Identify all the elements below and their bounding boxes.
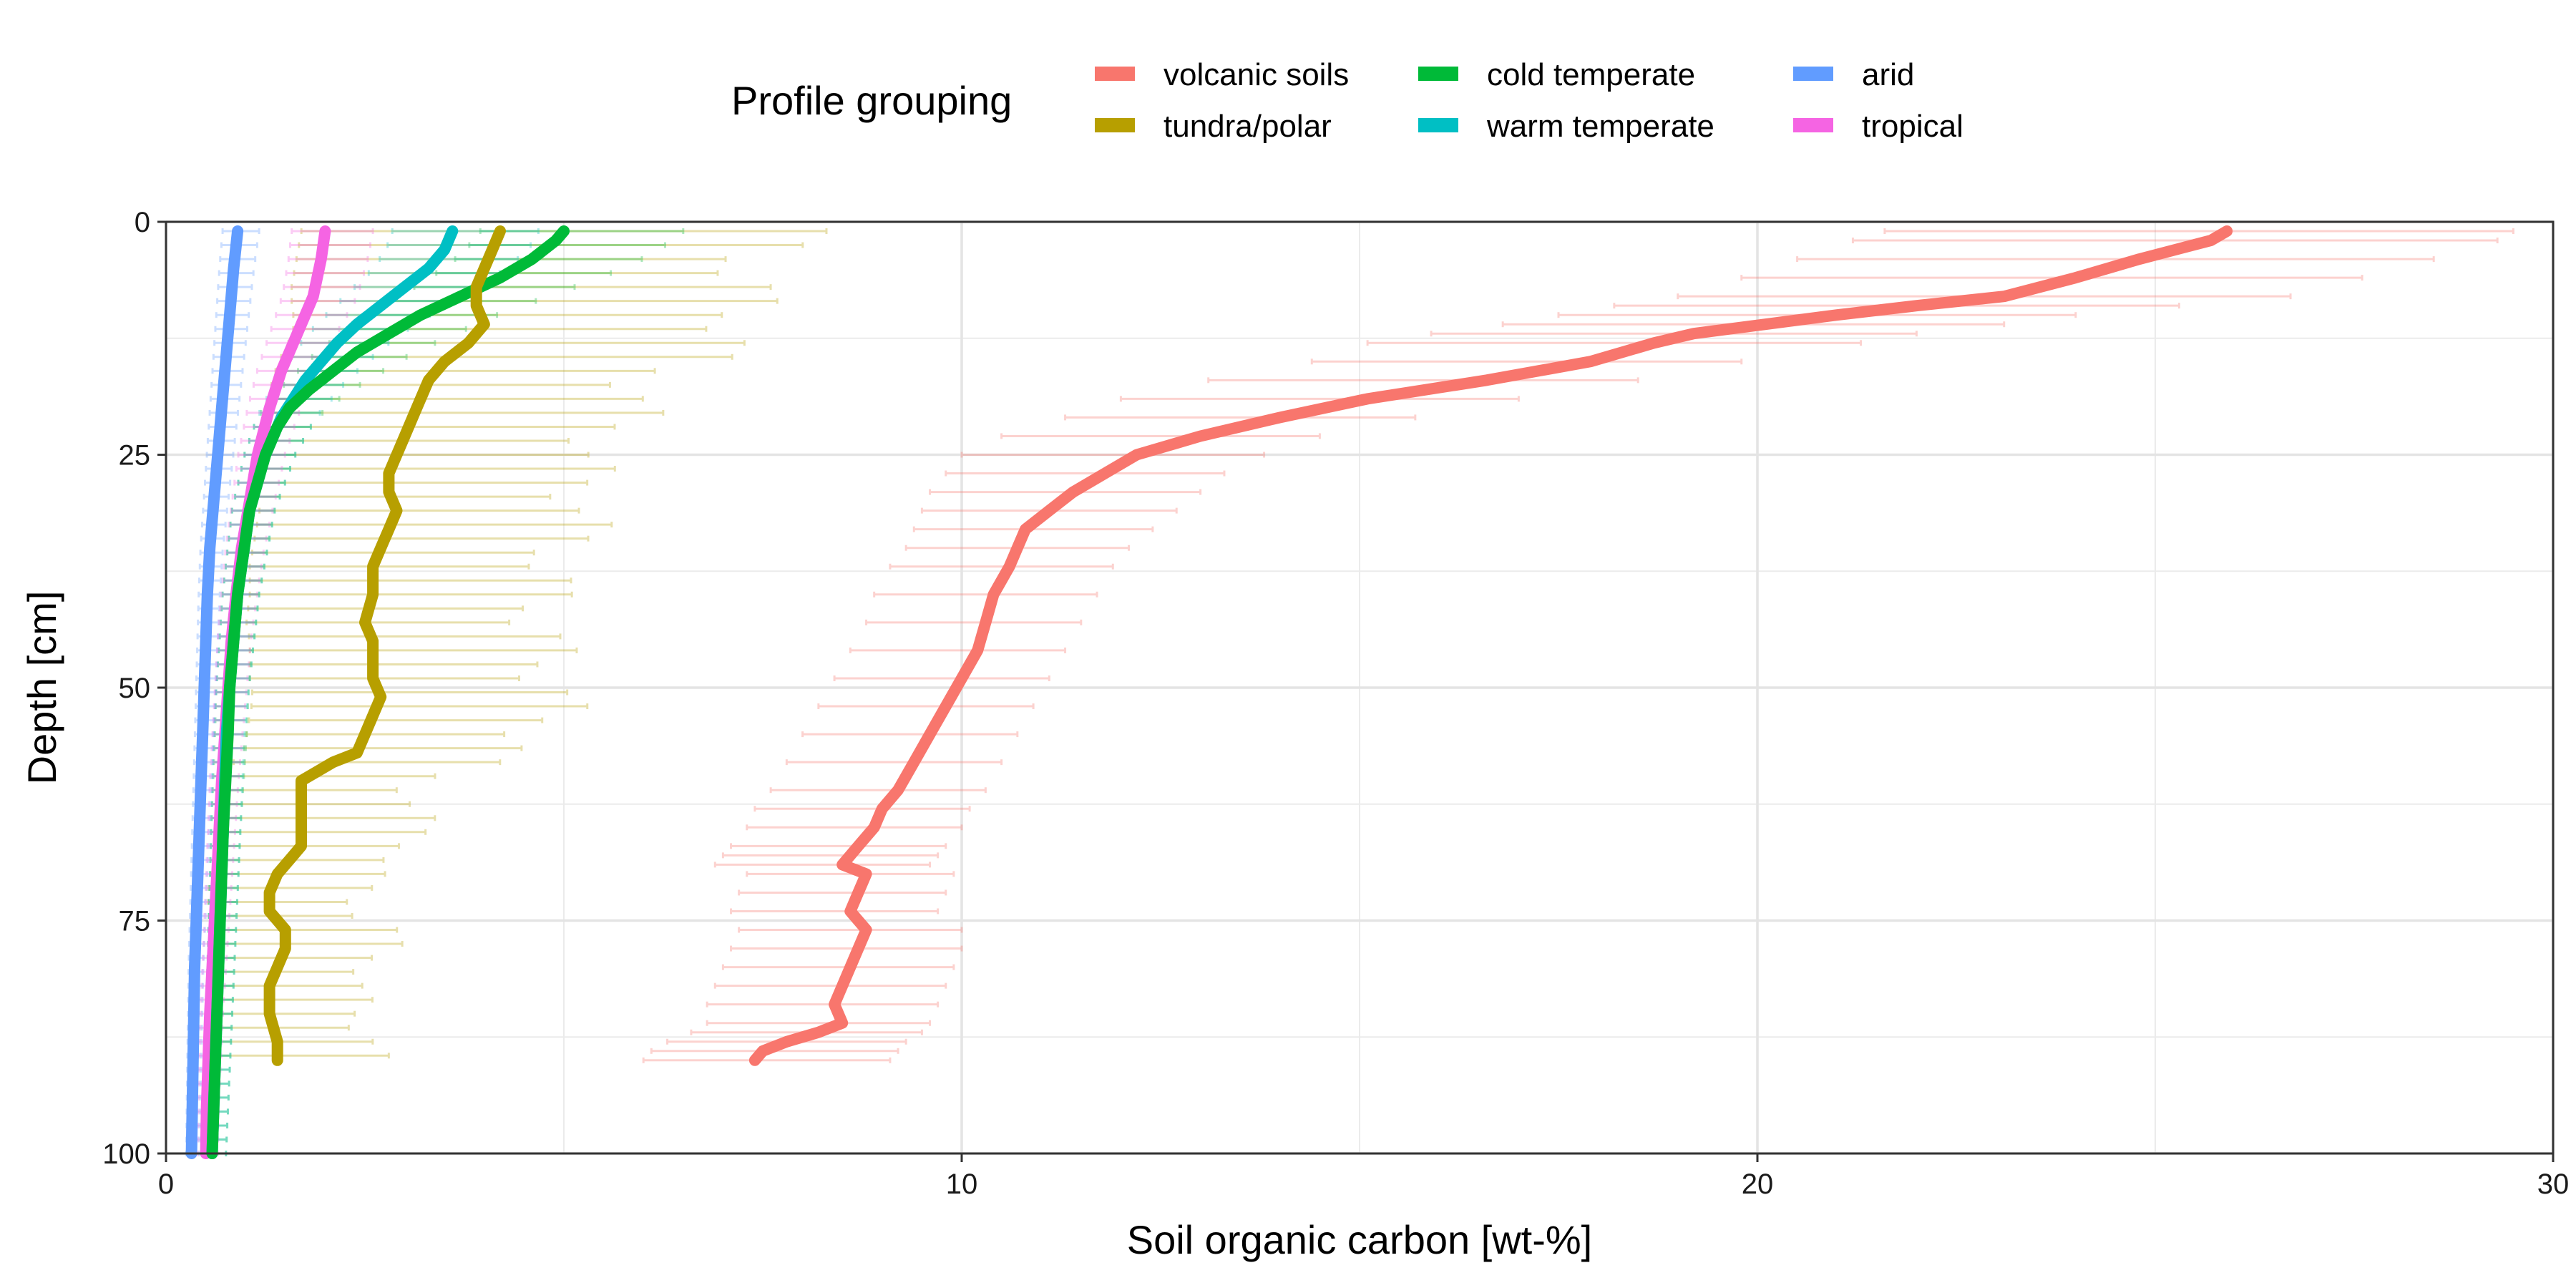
legend-item-tropical: tropical [1793, 109, 1963, 144]
y-tick-label: 0 [135, 207, 150, 238]
legend-key [1095, 67, 1135, 81]
legend-item-tundra-polar: tundra/polar [1095, 109, 1332, 144]
legend-key [1418, 118, 1458, 132]
x-tick-label: 10 [946, 1169, 978, 1200]
legend: Profile grouping volcanic soils tundra/po… [731, 57, 1963, 144]
y-tick-label: 75 [119, 906, 151, 937]
series-line-arid [185, 225, 244, 1159]
x-axis-title: Soil organic carbon [wt-%] [1127, 1217, 1593, 1262]
legend-item-volcanic-soils: volcanic soils [1095, 57, 1349, 92]
legend-item-arid: arid [1793, 57, 1914, 92]
legend-key [1793, 67, 1833, 81]
errorbars-cold-temperate [201, 228, 685, 1156]
series-line-volcanic-soils [748, 225, 2233, 1066]
legend-item-cold-temperate: cold temperate [1418, 57, 1695, 92]
legend-key [1418, 67, 1458, 81]
legend-label: arid [1862, 57, 1914, 92]
series-line-cold-temperate [206, 225, 570, 1159]
legend-label: warm temperate [1486, 109, 1714, 144]
y-tick-label: 50 [119, 673, 151, 704]
errorbars-volcanic-soils [642, 228, 2514, 1063]
x-tick-label: 20 [1742, 1169, 1774, 1200]
legend-label: volcanic soils [1163, 57, 1349, 92]
legend-label: tropical [1862, 109, 1963, 144]
x-tick-label: 30 [2537, 1169, 2570, 1200]
x-tick-label: 0 [158, 1169, 174, 1200]
error-bars [185, 228, 2514, 1156]
legend-label: cold temperate [1487, 57, 1695, 92]
series-lines [185, 225, 2233, 1159]
legend-title: Profile grouping [731, 78, 1012, 123]
axis-ticks: 0 10 20 30 0 25 50 75 100 [102, 207, 2569, 1200]
y-tick-label: 25 [119, 440, 151, 472]
series-line-tundra-polar [263, 225, 506, 1066]
legend-item-warm-temperate: warm temperate [1418, 109, 1714, 144]
legend-label: tundra/polar [1163, 109, 1332, 144]
legend-key [1793, 118, 1833, 132]
y-tick-label: 100 [102, 1138, 150, 1170]
legend-key [1095, 118, 1135, 132]
y-axis-title: Depth [cm] [19, 591, 64, 785]
